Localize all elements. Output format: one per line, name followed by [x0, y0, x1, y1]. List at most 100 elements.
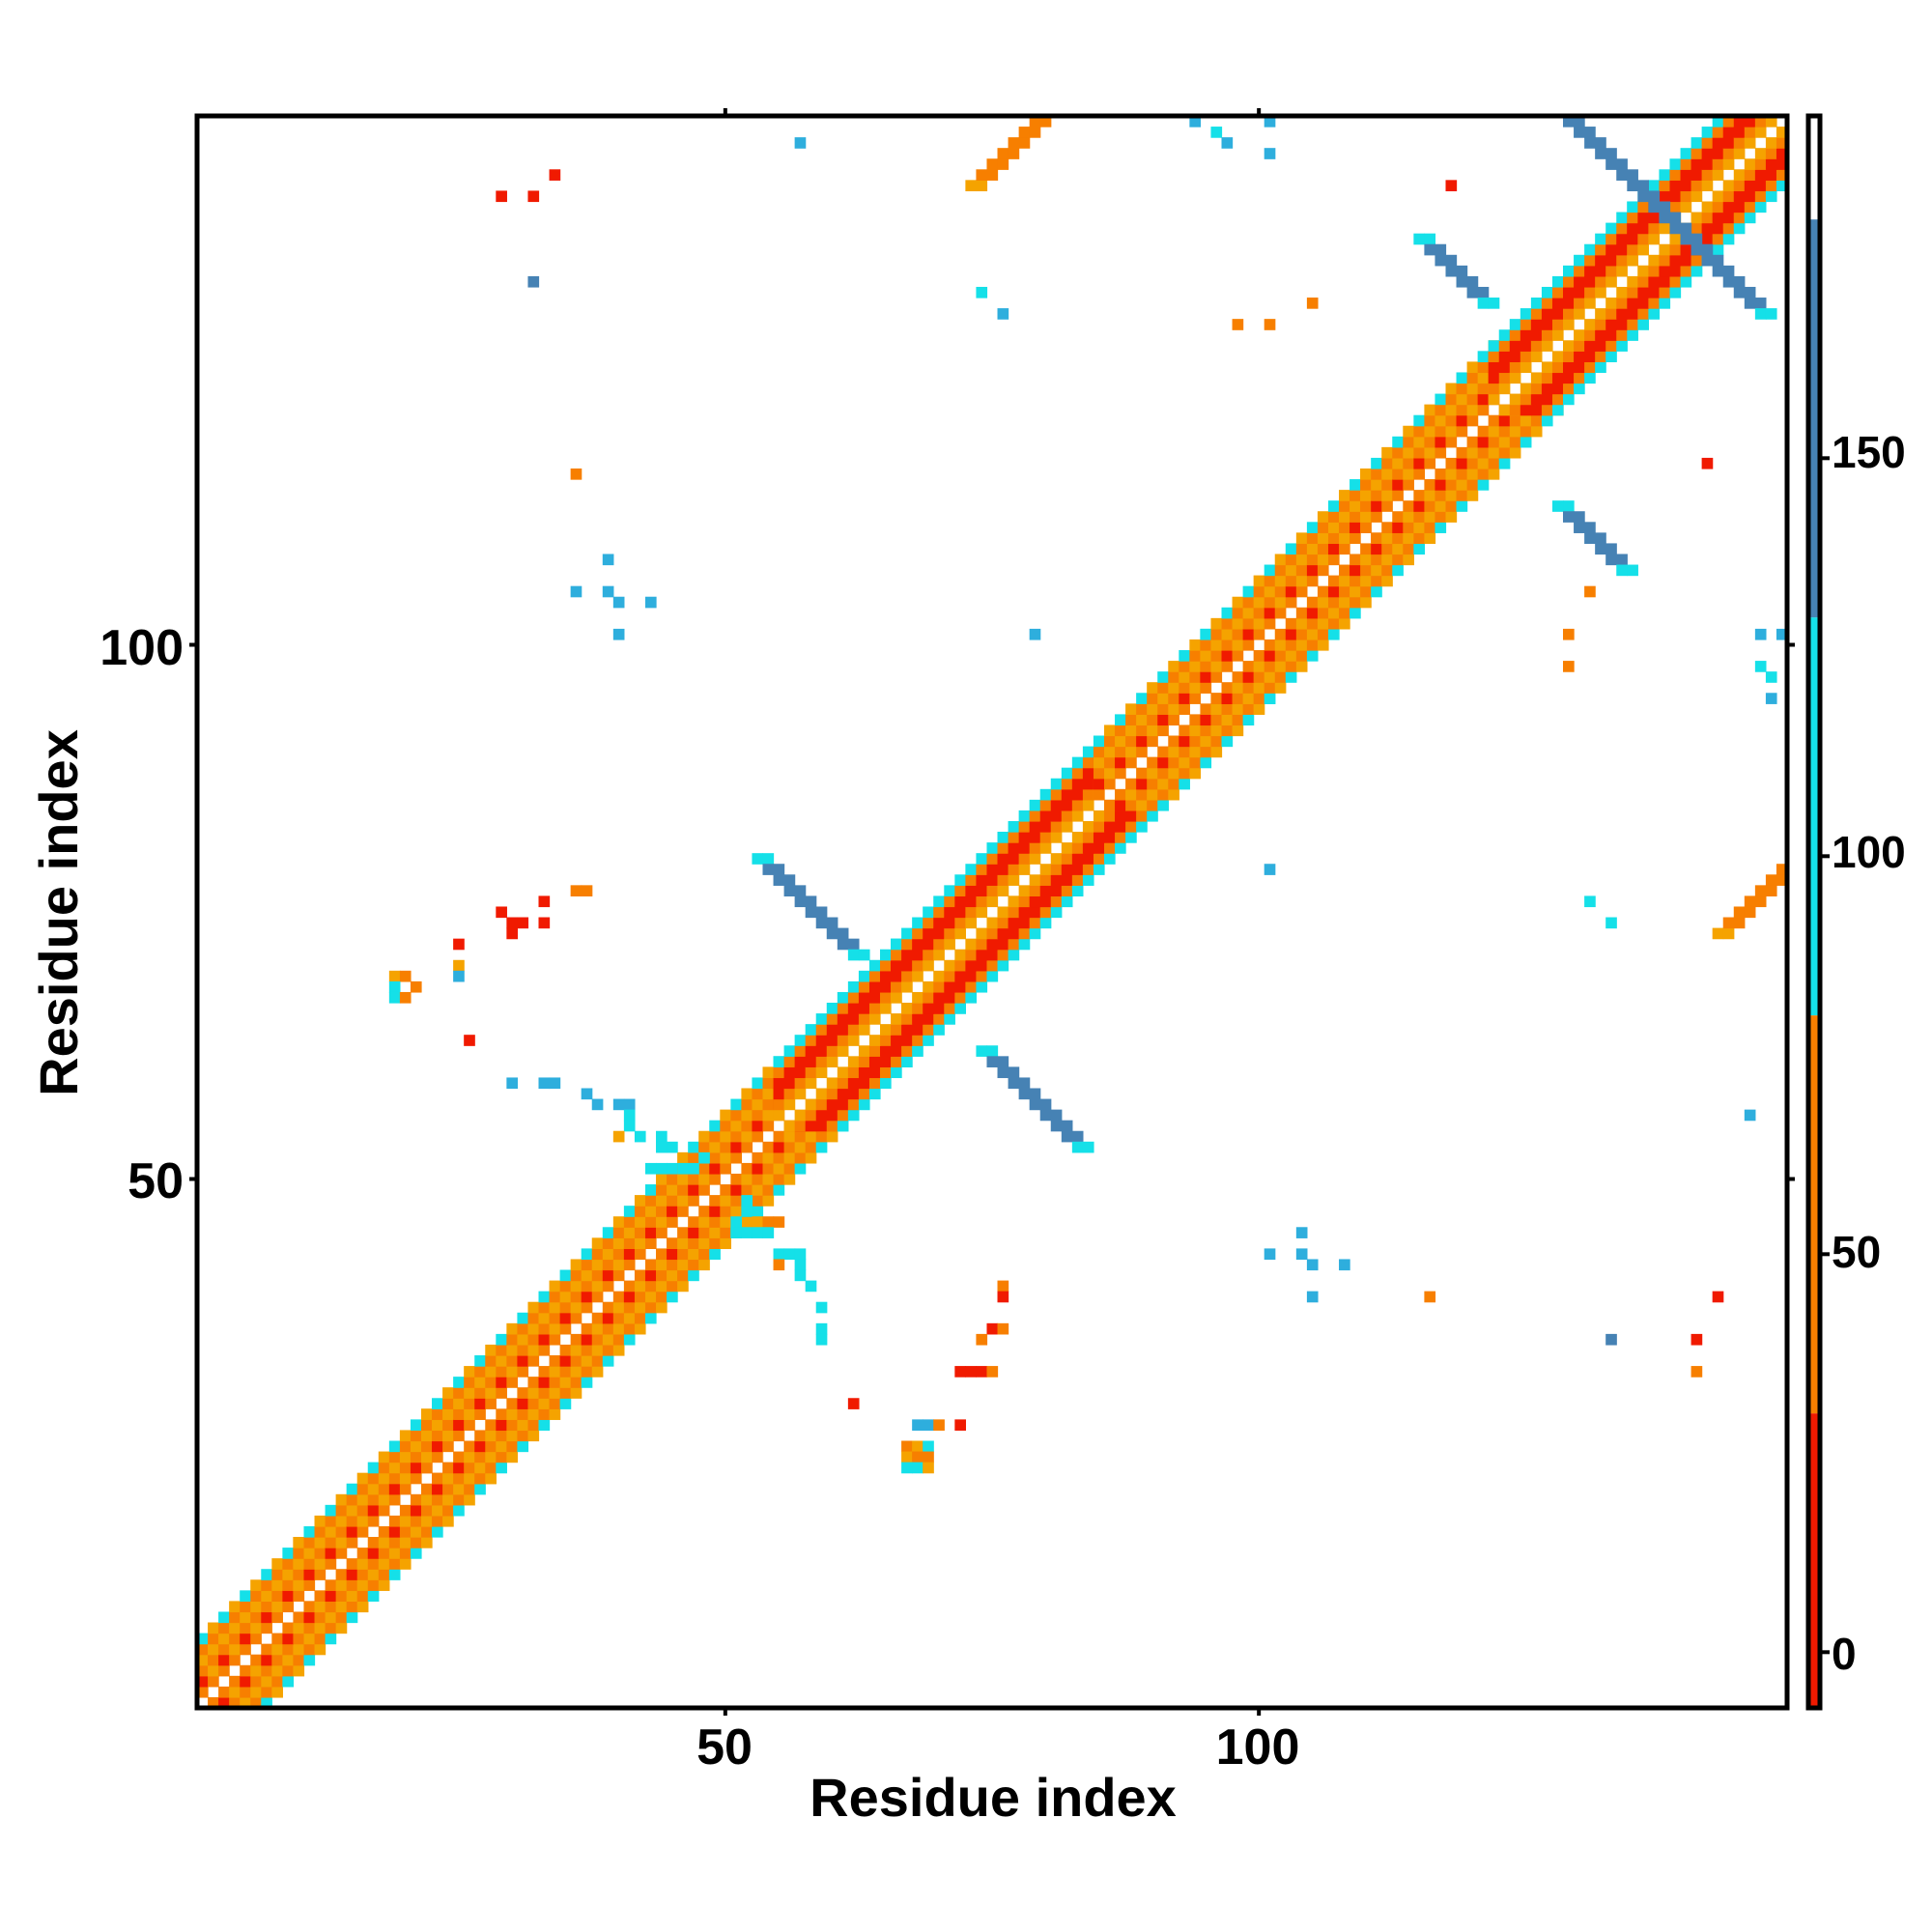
- contact-cell: [720, 1151, 731, 1164]
- contact-cell: [303, 1579, 316, 1591]
- contact-cell: [1445, 511, 1458, 523]
- contact-cell: [868, 1013, 881, 1025]
- contact-cell: [1530, 351, 1543, 362]
- contact-cell: [1712, 265, 1724, 277]
- contact-cell: [1018, 895, 1031, 908]
- contact-cell: [1285, 564, 1297, 577]
- contact-cell: [1445, 180, 1458, 192]
- contact-cell: [923, 1003, 934, 1014]
- contact-cell: [976, 959, 988, 972]
- contact-cell: [773, 1173, 785, 1185]
- contact-cell: [773, 1162, 785, 1175]
- contact-cell: [346, 1579, 358, 1591]
- contact-cell: [1413, 446, 1426, 459]
- contact-cell: [229, 1696, 241, 1709]
- contact-cell: [794, 1120, 807, 1132]
- contact-cell: [762, 1098, 775, 1111]
- contact-cell: [965, 180, 978, 192]
- contact-cell: [1563, 393, 1575, 406]
- contact-cell: [1574, 340, 1585, 352]
- contact-cell: [1189, 116, 1202, 128]
- contact-cell: [474, 1483, 486, 1495]
- contact-cell: [1520, 425, 1532, 438]
- contact-cell: [986, 1366, 999, 1378]
- contact-cell: [1744, 158, 1756, 170]
- contact-cell: [1541, 393, 1553, 406]
- contact-cell: [1648, 275, 1661, 288]
- contact-cell: [314, 1537, 327, 1548]
- contact-cell: [677, 1227, 689, 1238]
- contact-cell: [303, 1558, 316, 1570]
- contact-cell: [1274, 585, 1287, 598]
- contact-cell: [570, 1333, 582, 1346]
- contact-cell: [1200, 714, 1212, 726]
- contact-cell: [965, 895, 978, 908]
- contact-cell: [1648, 298, 1661, 309]
- contact-cell: [1210, 661, 1223, 672]
- contact-cell: [901, 970, 913, 982]
- contact-cell: [559, 1377, 572, 1388]
- contact-cell: [923, 980, 934, 993]
- contact-cell: [1253, 607, 1265, 619]
- contact-cell: [997, 959, 1009, 972]
- contact-cell: [1103, 767, 1116, 780]
- contact-cell: [1050, 778, 1063, 790]
- contact-cell: [453, 1430, 465, 1442]
- contact-cell: [1264, 564, 1276, 577]
- contact-cell: [634, 1237, 646, 1249]
- contact-cell: [388, 1525, 401, 1538]
- contact-cell: [1403, 446, 1414, 459]
- contact-cell: [549, 1312, 561, 1324]
- contact-cell: [965, 864, 978, 875]
- contact-cell: [837, 1120, 849, 1132]
- contact-cell: [837, 1077, 849, 1090]
- contact-cell: [741, 1130, 753, 1143]
- contact-cell: [805, 1066, 817, 1079]
- contact-cell: [410, 1515, 422, 1527]
- contact-cell: [741, 1195, 753, 1207]
- contact-cell: [1115, 788, 1126, 801]
- contact-cell: [1477, 393, 1490, 406]
- contact-cell: [282, 1579, 295, 1591]
- contact-cell: [612, 1248, 625, 1261]
- contact-cell: [1274, 639, 1287, 651]
- contact-cell: [271, 1601, 283, 1613]
- contact-cell: [997, 1066, 1009, 1079]
- contact-cell: [762, 1077, 775, 1090]
- contact-cell: [1147, 682, 1158, 694]
- contact-cell: [1595, 361, 1606, 374]
- contact-cell: [325, 1525, 337, 1538]
- contact-cell: [1466, 457, 1479, 469]
- contact-cell: [325, 1537, 337, 1548]
- contact-cell: [1221, 137, 1234, 149]
- contact-cell: [1445, 393, 1458, 406]
- contact-cell: [293, 1537, 305, 1548]
- contact-cell: [1392, 490, 1404, 501]
- contact-cell: [783, 1077, 796, 1090]
- contact-cell: [538, 1377, 551, 1388]
- contact-cell: [912, 1045, 923, 1057]
- contact-cell: [656, 1291, 668, 1303]
- contact-cell: [1435, 511, 1447, 523]
- contact-cell: [720, 1141, 731, 1153]
- contact-cell: [1082, 778, 1094, 790]
- contact-cell: [1306, 575, 1319, 587]
- contact-cell: [1659, 243, 1671, 256]
- contact-cell: [1733, 201, 1746, 213]
- contact-cell: [1754, 628, 1767, 640]
- contact-cell: [464, 1035, 475, 1046]
- contact-cell: [923, 1035, 934, 1046]
- contact-cell: [1071, 853, 1084, 865]
- contact-cell: [1179, 746, 1190, 758]
- contact-cell: [1712, 201, 1724, 213]
- contact-cell: [388, 980, 401, 993]
- contact-cell: [1147, 810, 1158, 822]
- contact-cell: [1712, 148, 1724, 159]
- contact-cell: [1103, 820, 1116, 833]
- contact-cell: [602, 1301, 614, 1314]
- contact-cell: [698, 1248, 710, 1261]
- contact-cell: [1168, 788, 1179, 801]
- contact-cell: [880, 991, 892, 1004]
- contact-cell: [623, 1301, 636, 1314]
- contact-cell: [496, 1451, 507, 1463]
